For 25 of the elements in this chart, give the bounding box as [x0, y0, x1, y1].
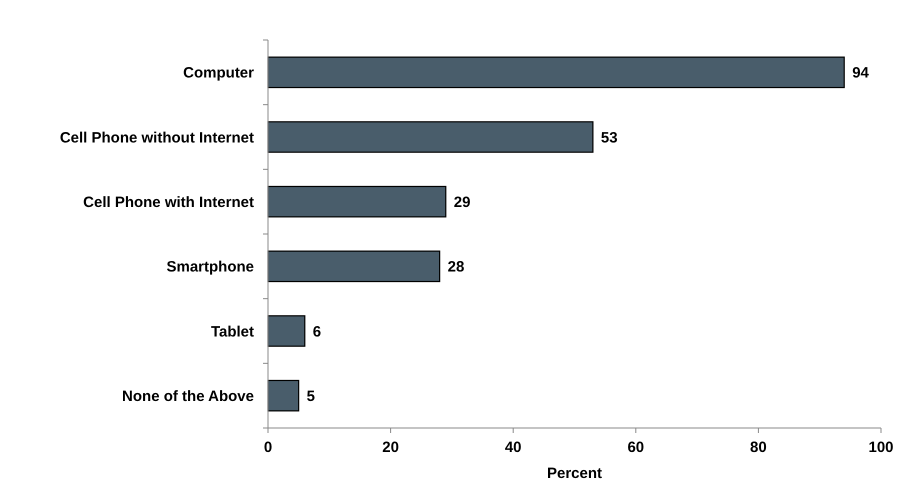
- bar: [267, 186, 446, 218]
- y-tick-label: Tablet: [210, 323, 254, 340]
- x-tick-label: 80: [750, 439, 767, 456]
- x-tick-label: 0: [264, 439, 272, 456]
- x-tick-label: 40: [504, 439, 522, 456]
- x-axis-title: Percent: [546, 465, 602, 482]
- bar: [267, 315, 306, 347]
- x-tick-label: 60: [627, 439, 644, 456]
- data-label: 28: [448, 258, 464, 276]
- y-tick-label: Cell Phone with Internet: [83, 194, 254, 211]
- y-tick-label: Smartphone: [166, 258, 254, 276]
- x-tick-label: 100: [868, 439, 894, 456]
- data-label: 5: [306, 388, 315, 405]
- data-label: 94: [852, 64, 870, 82]
- bar: [267, 121, 594, 153]
- bar: [267, 56, 845, 88]
- data-label: 29: [454, 194, 470, 211]
- y-tick-label: Cell Phone without Internet: [60, 129, 254, 146]
- bar: [267, 250, 440, 282]
- bar: [267, 380, 300, 412]
- y-tick-label: Computer: [183, 64, 254, 82]
- x-tick-label: 20: [382, 439, 399, 456]
- data-label: 53: [600, 129, 618, 146]
- y-tick-label: None of the Above: [122, 388, 254, 405]
- data-label: 6: [312, 323, 322, 340]
